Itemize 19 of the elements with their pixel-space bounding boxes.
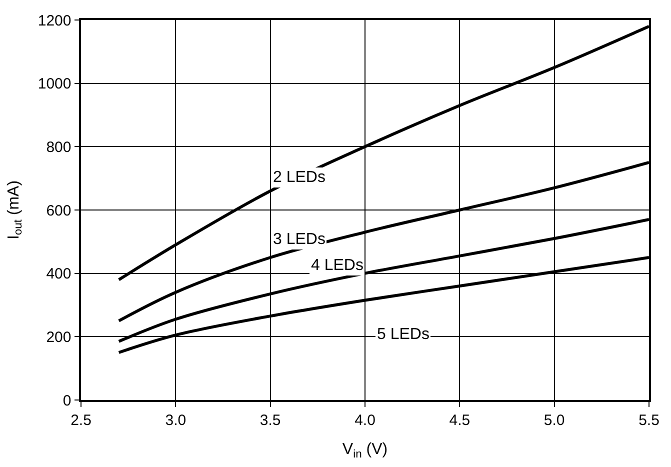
y-tick-label: 600: [46, 202, 72, 220]
y-tick-label: 0: [62, 392, 72, 410]
x-tick-label: 3.5: [260, 412, 281, 429]
series-label: 5 LEDs: [377, 326, 430, 343]
y-tick-label: 400: [46, 266, 72, 283]
x-tick-label: 5.0: [544, 412, 565, 429]
series-label: 4 LEDs: [311, 257, 364, 274]
x-tick-label: 4.0: [354, 412, 376, 429]
x-tick-label: 3.0: [165, 412, 186, 429]
series-label: 3 LEDs: [273, 231, 326, 248]
y-tick-label: 800: [46, 138, 72, 156]
y-tick-label: 1200: [38, 12, 72, 30]
series-label: 2 LEDs: [273, 169, 326, 186]
x-axis-title: V$_{in}$ (V): [342, 440, 388, 460]
x-tick-label: 2.5: [70, 412, 92, 429]
y-tick-label: 1000: [38, 76, 72, 93]
x-tick-label: 5.5: [638, 412, 660, 429]
y-tick-label: 200: [46, 328, 72, 346]
x-tick-label: 4.5: [449, 412, 470, 429]
